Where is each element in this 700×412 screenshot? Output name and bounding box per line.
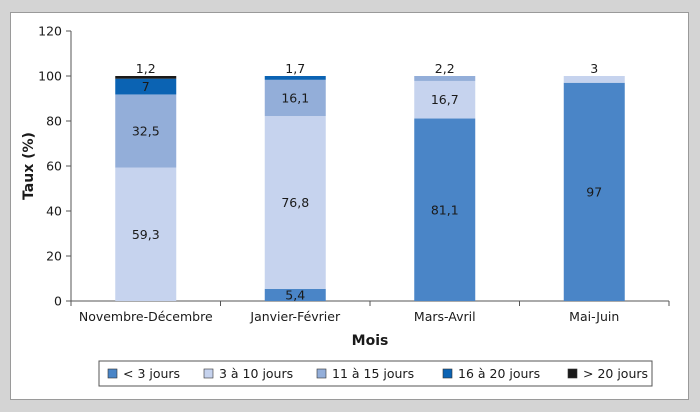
bar-segment-1-2 [264,79,326,117]
legend-label-3: 16 à 20 jours [458,366,540,381]
legend-box [98,360,653,387]
x-tick-label-1: Janvier-Février [249,309,341,324]
data-label-8: 81,1 [431,202,459,217]
data-label-9: 16,7 [431,92,459,107]
data-label-7: 1,7 [285,61,305,76]
bar-segment-0-4 [115,76,177,79]
y-axis-title: Taux (%) [21,132,37,200]
bar-segment-0-2 [115,94,177,168]
data-label-11: 97 [586,184,602,199]
legend-swatch-1 [203,368,214,379]
legend-swatch-4 [567,368,578,379]
x-tick-label-0: Novembre-Décembre [79,309,213,324]
bar-segment-0-1 [115,167,177,301]
bar-segment-0-3 [115,78,177,95]
legend: < 3 jours 3 à 10 jours 11 à 15 jours 16 à 2… [98,360,653,387]
y-axis: 0 20 40 60 80 100 120 [38,24,72,309]
bar-segment-3-0 [563,82,625,301]
legend-swatch-2 [316,368,327,379]
data-label-4: 5,4 [285,287,305,302]
legend-swatch-0 [107,368,118,379]
y-tick-label-5: 100 [38,69,62,84]
bar-segment-1-3 [264,76,326,80]
legend-label-2: 11 à 15 jours [332,366,414,381]
bars [115,76,625,302]
x-tick-label-2: Mars-Avril [414,309,476,324]
y-tick-label-4: 80 [46,114,62,129]
bar-segment-2-2 [414,76,476,81]
data-label-0: 59,3 [132,227,160,242]
bar-segment-1-1 [264,116,326,289]
bar-segment-3-1 [563,76,625,83]
y-tick-label-3: 60 [46,159,62,174]
bar-segment-2-1 [414,80,476,119]
x-axis-title: Mois [352,333,389,349]
y-tick-label-0: 0 [54,294,62,309]
y-tick-label-2: 40 [46,204,62,219]
y-tick-label-1: 20 [46,249,62,264]
data-labels: 59,3 32,5 7 1,2 5,4 76,8 16,1 1,7 81,1 16,7 2,2 97 3 [132,61,602,302]
data-label-5: 76,8 [281,195,309,210]
data-label-10: 2,2 [435,61,455,76]
y-tick-label-6: 120 [38,24,62,39]
legend-label-0: < 3 jours [123,366,180,381]
data-label-2: 7 [142,79,150,94]
bar-segment-2-0 [414,118,476,302]
bar-segment-1-0 [264,288,326,301]
data-label-3: 1,2 [136,61,156,76]
x-axis: Novembre-Décembre Janvier-Février Mars-Avr… [70,300,670,324]
stacked-bar-chart: 0 20 40 60 80 100 120 Novembre-Décembre Janvier… [21,24,670,387]
data-label-6: 16,1 [281,90,309,105]
legend-label-1: 3 à 10 jours [219,366,293,381]
legend-label-4: > 20 jours [583,366,648,381]
x-tick-label-3: Mai-Juin [569,309,619,324]
data-label-12: 3 [590,61,598,76]
legend-swatch-3 [442,368,453,379]
chart-frame: 0 20 40 60 80 100 120 Novembre-Décembre Janvier… [10,12,689,400]
data-label-1: 32,5 [132,124,160,139]
